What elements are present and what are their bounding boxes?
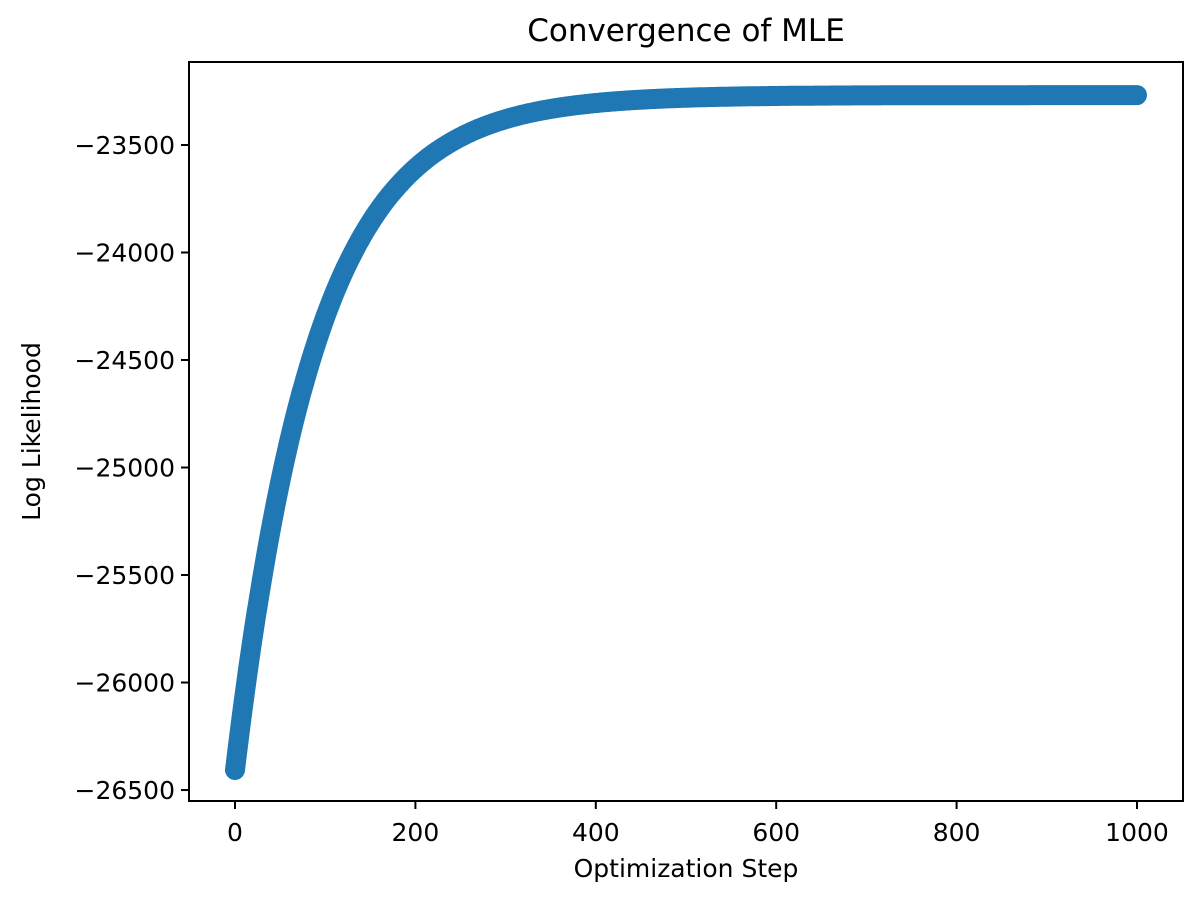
x-tick-label: 0 bbox=[227, 818, 243, 847]
y-tick-label: −26500 bbox=[75, 776, 175, 805]
y-tick-label: −23500 bbox=[75, 131, 175, 160]
y-tick-label: −24500 bbox=[75, 346, 175, 375]
y-tick-label: −25500 bbox=[75, 561, 175, 590]
x-tick-label: 200 bbox=[392, 818, 440, 847]
x-tick-label: 800 bbox=[933, 818, 981, 847]
y-axis-ticks: −23500 −24000 −24500 −25000 −25500 −26000 −265… bbox=[75, 131, 189, 805]
y-tick-label: −25000 bbox=[75, 454, 175, 483]
chart-title: Convergence of MLE bbox=[527, 13, 845, 49]
x-tick-label: 400 bbox=[572, 818, 620, 847]
plot-area bbox=[188, 61, 1184, 802]
y-axis-label: Log Likelihood bbox=[17, 342, 46, 521]
y-tick-label: −26000 bbox=[75, 669, 175, 698]
y-tick-label: −24000 bbox=[75, 239, 175, 268]
x-axis-label: Optimization Step bbox=[574, 854, 799, 883]
x-axis-ticks: 0 200 400 600 800 1000 bbox=[227, 801, 1169, 847]
x-tick-label: 600 bbox=[752, 818, 800, 847]
scatter-series-group bbox=[225, 85, 1147, 780]
x-tick-label: 1000 bbox=[1105, 818, 1169, 847]
log-likelihood-curve bbox=[225, 85, 1147, 780]
